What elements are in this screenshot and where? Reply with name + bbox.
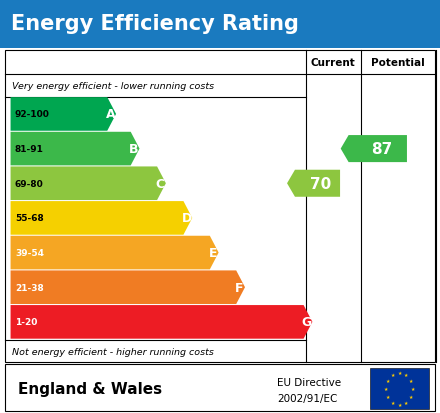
- Text: ★: ★: [386, 378, 390, 383]
- Text: England & Wales: England & Wales: [18, 381, 162, 396]
- Text: F: F: [235, 281, 243, 294]
- Text: ★: ★: [409, 394, 413, 399]
- Text: 69-80: 69-80: [15, 179, 44, 188]
- Text: 70: 70: [310, 176, 332, 191]
- Text: ★: ★: [391, 373, 395, 377]
- Text: C: C: [156, 177, 165, 190]
- Polygon shape: [341, 136, 407, 163]
- Text: 55-68: 55-68: [15, 214, 44, 223]
- Text: D: D: [181, 212, 192, 225]
- Polygon shape: [11, 202, 192, 235]
- Text: G: G: [301, 316, 312, 329]
- Text: Current: Current: [311, 58, 356, 68]
- Text: Not energy efficient - higher running costs: Not energy efficient - higher running co…: [12, 347, 214, 356]
- Text: 39-54: 39-54: [15, 249, 44, 257]
- Text: 92-100: 92-100: [15, 110, 50, 119]
- Text: ★: ★: [391, 400, 395, 405]
- Polygon shape: [11, 305, 312, 339]
- Bar: [5, 50, 435, 363]
- Polygon shape: [11, 167, 166, 201]
- Text: EU Directive: EU Directive: [277, 377, 341, 387]
- Text: 2002/91/EC: 2002/91/EC: [277, 394, 337, 404]
- Text: ★: ★: [409, 378, 413, 383]
- Text: 21-38: 21-38: [15, 283, 44, 292]
- Text: ★: ★: [404, 373, 408, 377]
- Text: Energy Efficiency Rating: Energy Efficiency Rating: [11, 14, 299, 34]
- Polygon shape: [11, 133, 139, 166]
- Text: 87: 87: [370, 142, 392, 157]
- Text: ★: ★: [397, 402, 402, 407]
- Bar: [0, 0, 440, 49]
- Polygon shape: [11, 98, 116, 131]
- Text: Potential: Potential: [371, 58, 425, 68]
- Text: ★: ★: [397, 370, 402, 375]
- Text: B: B: [129, 143, 139, 156]
- Text: A: A: [106, 108, 115, 121]
- Polygon shape: [11, 236, 219, 270]
- Bar: [370, 368, 429, 409]
- Text: ★: ★: [404, 400, 408, 405]
- Bar: [5, 364, 435, 411]
- Text: ★: ★: [386, 394, 390, 399]
- Polygon shape: [287, 170, 340, 197]
- Polygon shape: [11, 271, 245, 304]
- Text: Very energy efficient - lower running costs: Very energy efficient - lower running co…: [12, 82, 214, 91]
- Text: 81-91: 81-91: [15, 145, 44, 154]
- Text: 1-20: 1-20: [15, 318, 37, 327]
- Text: ★: ★: [411, 386, 415, 391]
- Text: ★: ★: [384, 386, 389, 391]
- Text: E: E: [209, 247, 217, 259]
